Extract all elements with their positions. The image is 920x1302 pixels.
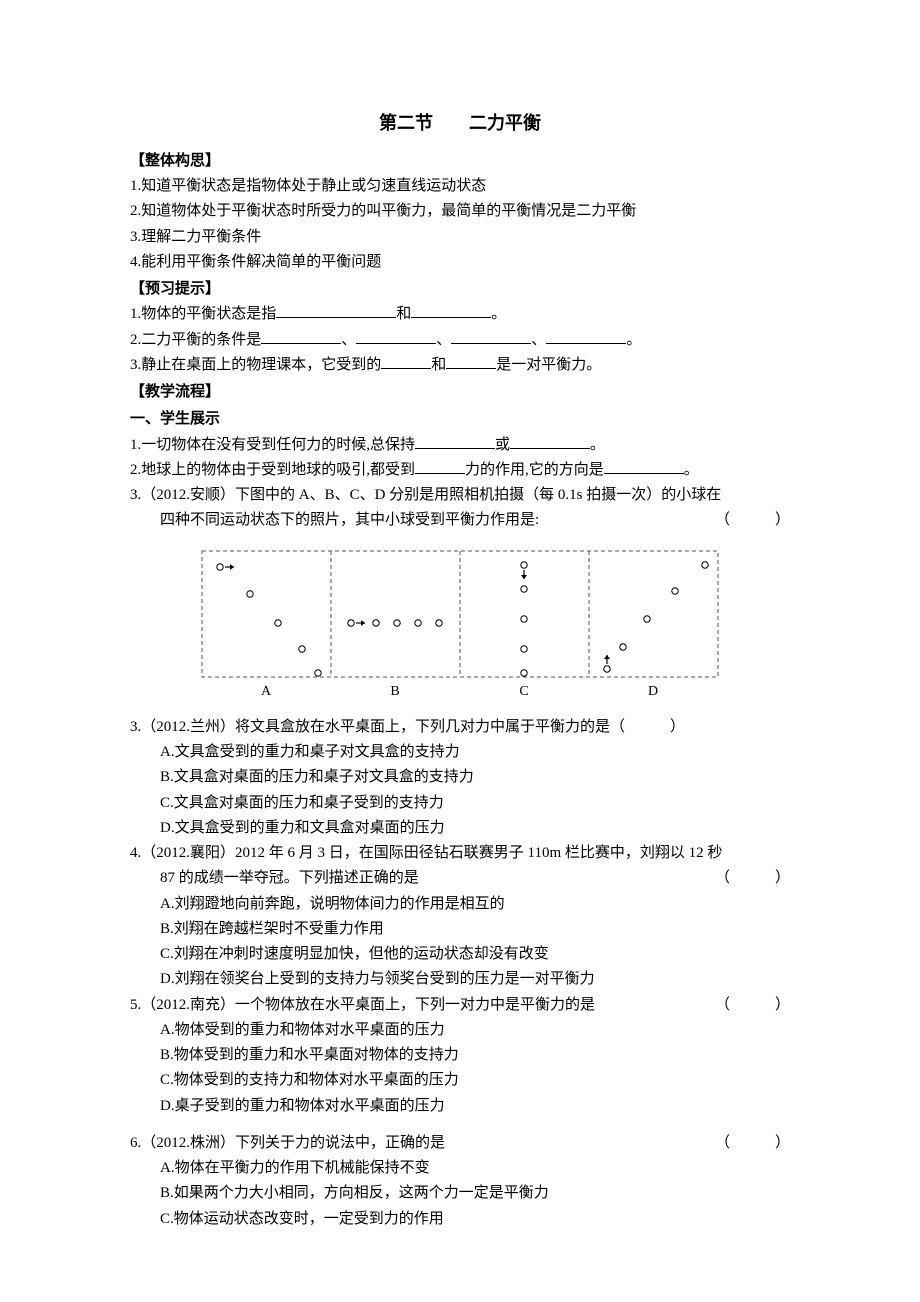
opt: C.刘翔在冲刺时速度明显加快，但他的运动状态却没有改变 xyxy=(130,943,790,966)
text: 2.地球上的物体由于受到地球的吸引,都受到 xyxy=(130,462,415,478)
motion-diagram: A B C D xyxy=(200,545,720,700)
text: 和 xyxy=(396,306,411,322)
flow-q3-line2: （ ） 四种不同运动状态下的照片，其中小球受到平衡力作用是: xyxy=(130,509,790,532)
opt: C.物体运动状态改变时，一定受到力的作用 xyxy=(130,1208,790,1231)
answer-paren[interactable]: （ ） xyxy=(715,867,790,890)
flow-q4-line1: 4.（2012.襄阳）2012 年 6 月 3 日，在国际田径钻石联赛男子 11… xyxy=(130,842,790,865)
opt: D.文具盒受到的重力和文具盒对桌面的压力 xyxy=(130,817,790,840)
fill-blank[interactable] xyxy=(415,459,465,474)
text: 四种不同运动状态下的照片，其中小球受到平衡力作用是: xyxy=(160,512,539,528)
text: 87 的成绩一举夺冠。下列描述正确的是 xyxy=(160,870,419,886)
fill-blank[interactable] xyxy=(604,459,684,474)
preview-item-2: 2.二力平衡的条件是、、、。 xyxy=(130,329,790,352)
fill-blank[interactable] xyxy=(446,354,496,369)
page-title: 第二节 二力平衡 xyxy=(130,110,790,138)
fill-blank[interactable] xyxy=(546,329,626,344)
text: 。 xyxy=(491,306,506,322)
svg-text:B: B xyxy=(390,684,399,699)
opt: A.物体受到的重力和物体对水平桌面的压力 xyxy=(130,1019,790,1042)
opt: A.物体在平衡力的作用下机械能保持不变 xyxy=(130,1157,790,1180)
text: 。 xyxy=(590,437,605,453)
fill-blank[interactable] xyxy=(356,329,436,344)
flow-q4-line2: （ ） 87 的成绩一举夺冠。下列描述正确的是 xyxy=(130,867,790,890)
opt: B.刘翔在跨越栏架时不受重力作用 xyxy=(130,918,790,941)
opt: A.刘翔蹬地向前奔跑，说明物体间力的作用是相互的 xyxy=(130,893,790,916)
flow-q1: 1.一切物体在没有受到任何力的时候,总保持 或 。 xyxy=(130,434,790,457)
fill-blank[interactable] xyxy=(411,303,491,318)
preview-item-1: 1.物体的平衡状态是指 和 。 xyxy=(130,303,790,326)
text: 1.物体的平衡状态是指 xyxy=(130,306,276,322)
opt: B.物体受到的重力和水平桌面对物体的支持力 xyxy=(130,1044,790,1067)
opt: D.桌子受到的重力和物体对水平桌面的压力 xyxy=(130,1095,790,1118)
text: 5.（2012.南充）一个物体放在水平桌面上，下列一对力中是平衡力的是 xyxy=(130,997,595,1013)
fill-blank[interactable] xyxy=(510,434,590,449)
goal-item: 1.知道平衡状态是指物体处于静止或匀速直线运动状态 xyxy=(130,175,790,198)
flow-q5: （ ） 5.（2012.南充）一个物体放在水平桌面上，下列一对力中是平衡力的是 xyxy=(130,994,790,1017)
text: 和 xyxy=(431,357,446,373)
svg-text:C: C xyxy=(519,684,528,699)
section-goals-header: 【整体构思】 xyxy=(130,150,790,173)
opt: D.刘翔在领奖台上受到的支持力与领奖台受到的压力是一对平衡力 xyxy=(130,968,790,991)
goal-item: 3.理解二力平衡条件 xyxy=(130,226,790,249)
answer-paren[interactable]: （ ） xyxy=(715,1132,790,1155)
flow-q3-line1: 3.（2012.安顺）下图中的 A、B、C、D 分别是用照相机拍摄（每 0.1s… xyxy=(130,484,790,507)
section-flow-header: 【教学流程】 xyxy=(130,381,790,404)
text: 。 xyxy=(684,462,699,478)
text: 6.（2012.株洲）下列关于力的说法中，正确的是 xyxy=(130,1135,445,1151)
fill-blank[interactable] xyxy=(415,434,495,449)
text: 是一对平衡力。 xyxy=(496,357,601,373)
text: 。 xyxy=(626,332,641,348)
text: 1.一切物体在没有受到任何力的时候,总保持 xyxy=(130,437,415,453)
flow-q3b: 3.（2012.兰州）将文具盒放在水平桌面上，下列几对力中属于平衡力的是（ ） xyxy=(130,716,790,739)
text: 2.二力平衡的条件是 xyxy=(130,332,261,348)
goal-item: 4.能利用平衡条件解决简单的平衡问题 xyxy=(130,251,790,274)
svg-text:D: D xyxy=(648,684,658,699)
opt: A.文具盒受到的重力和桌子对文具盒的支持力 xyxy=(130,741,790,764)
fill-blank[interactable] xyxy=(276,303,396,318)
section-flow-sub1: 一、学生展示 xyxy=(130,408,790,431)
section-preview-header: 【预习提示】 xyxy=(130,278,790,301)
opt: B.文具盒对桌面的压力和桌子对文具盒的支持力 xyxy=(130,766,790,789)
goal-item: 2.知道物体处于平衡状态时所受力的叫平衡力，最简单的平衡情况是二力平衡 xyxy=(130,200,790,223)
flow-q6: （ ） 6.（2012.株洲）下列关于力的说法中，正确的是 xyxy=(130,1132,790,1155)
diagram-container: A B C D xyxy=(130,545,790,708)
opt: B.如果两个力大小相同，方向相反，这两个力一定是平衡力 xyxy=(130,1182,790,1205)
fill-blank[interactable] xyxy=(261,329,341,344)
answer-paren[interactable]: （ ） xyxy=(715,509,790,532)
opt: C.物体受到的支持力和物体对水平桌面的压力 xyxy=(130,1069,790,1092)
text: 力的作用,它的方向是 xyxy=(465,462,604,478)
flow-q2: 2.地球上的物体由于受到地球的吸引,都受到 力的作用,它的方向是 。 xyxy=(130,459,790,482)
text: 或 xyxy=(495,437,510,453)
answer-paren[interactable]: （ ） xyxy=(715,994,790,1017)
svg-text:A: A xyxy=(261,684,272,699)
preview-item-3: 3.静止在桌面上的物理课本，它受到的 和 是一对平衡力。 xyxy=(130,354,790,377)
fill-blank[interactable] xyxy=(451,329,531,344)
fill-blank[interactable] xyxy=(381,354,431,369)
opt: C.文具盒对桌面的压力和桌子受到的支持力 xyxy=(130,792,790,815)
text: 3.静止在桌面上的物理课本，它受到的 xyxy=(130,357,381,373)
